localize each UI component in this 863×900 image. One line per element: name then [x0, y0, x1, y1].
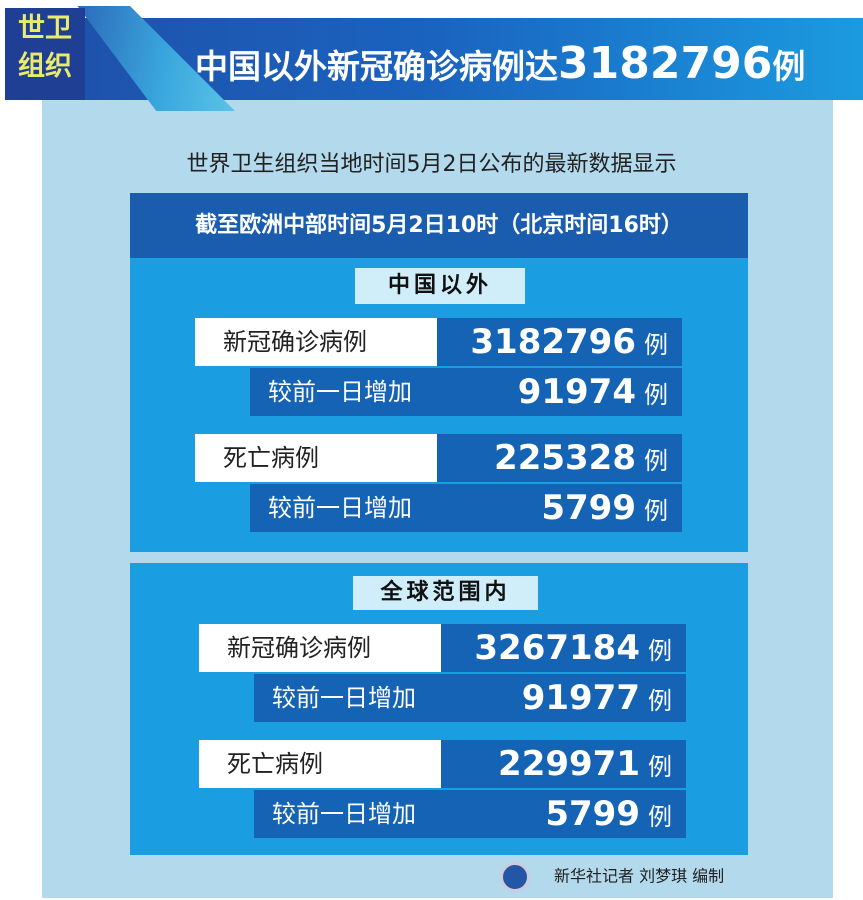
title-number: 3182796: [558, 38, 773, 89]
increase-number: 5799: [545, 794, 640, 834]
stat-unit: 例: [644, 447, 668, 475]
increase-unit: 例: [648, 687, 672, 715]
increase-unit: 例: [644, 381, 668, 409]
date-bar: 截至欧洲中部时间5月2日10时（北京时间16时）: [130, 193, 748, 258]
increase-label: 较前一日增加: [272, 800, 416, 828]
stat-label: 死亡病例: [195, 434, 437, 482]
credit-text: 新华社记者 刘梦琪 编制: [554, 866, 725, 886]
increase-value: 91977 例: [436, 674, 686, 722]
stat-label: 死亡病例: [199, 740, 441, 788]
increase-row: 较前一日增加 5799 例: [254, 790, 686, 838]
title-suffix: 例: [772, 47, 806, 86]
page-title: 中国以外新冠确诊病例达3182796例: [195, 38, 805, 89]
increase-value: 5799 例: [432, 484, 682, 532]
stat-unit: 例: [644, 331, 668, 359]
who-tag: 世卫 组织: [5, 8, 85, 100]
increase-value: 91974 例: [432, 368, 682, 416]
xinhua-logo-icon: [500, 862, 530, 892]
stat-unit: 例: [648, 753, 672, 781]
stat-number: 225328: [494, 438, 636, 478]
stat-number: 3267184: [474, 628, 640, 668]
increase-unit: 例: [644, 497, 668, 525]
stat-value: 225328 例: [437, 434, 682, 482]
stat-label: 新冠确诊病例: [199, 624, 441, 672]
stat-value: 229971 例: [441, 740, 686, 788]
increase-label: 较前一日增加: [268, 378, 412, 406]
increase-number: 91974: [517, 372, 636, 412]
tag-line1: 世卫: [18, 13, 72, 44]
stat-value: 3182796 例: [437, 318, 682, 366]
credit: 新华社记者 刘梦琪 编制: [500, 862, 724, 892]
stat-number: 3182796: [470, 322, 636, 362]
increase-label: 较前一日增加: [268, 494, 412, 522]
tag-line2: 组织: [18, 51, 72, 82]
subtitle: 世界卫生组织当地时间5月2日公布的最新数据显示: [186, 152, 677, 177]
increase-row: 较前一日增加 5799 例: [250, 484, 682, 532]
increase-number: 5799: [541, 488, 636, 528]
stat-value: 3267184 例: [441, 624, 686, 672]
increase-value: 5799 例: [436, 790, 686, 838]
increase-row: 较前一日增加 91977 例: [254, 674, 686, 722]
section-label: 中国以外: [355, 268, 525, 304]
stat-unit: 例: [648, 637, 672, 665]
increase-label: 较前一日增加: [272, 684, 416, 712]
section-label: 全球范围内: [353, 576, 538, 610]
increase-number: 91977: [521, 678, 640, 718]
increase-unit: 例: [648, 803, 672, 831]
increase-row: 较前一日增加 91974 例: [250, 368, 682, 416]
title-prefix: 中国以外新冠确诊病例达: [195, 47, 558, 86]
stat-number: 229971: [498, 744, 640, 784]
stat-label: 新冠确诊病例: [195, 318, 437, 366]
